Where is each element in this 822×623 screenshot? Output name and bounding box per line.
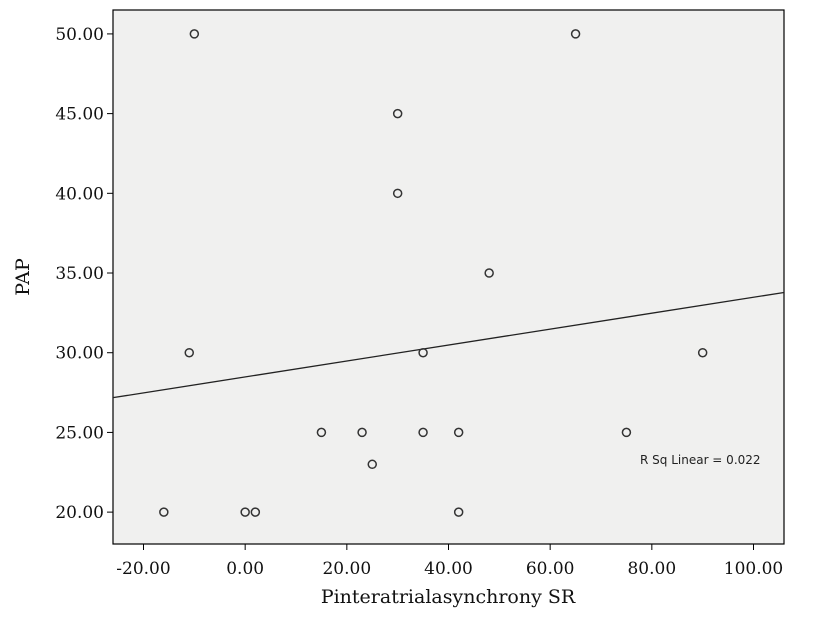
fit-line-layer — [112, 291, 785, 399]
y-tick-label: 30.00 — [55, 344, 104, 364]
r-squared-annotation: R Sq Linear = 0.022 — [640, 453, 761, 467]
data-point — [570, 29, 581, 39]
data-point — [392, 188, 403, 199]
data-points — [159, 29, 708, 517]
y-tick-label: 45.00 — [55, 105, 104, 125]
x-tick-label: 20.00 — [322, 559, 371, 579]
data-point — [453, 427, 464, 438]
data-point — [189, 29, 200, 39]
fit-line — [112, 291, 785, 399]
plot-area — [112, 9, 785, 545]
x-tick-label: 100.00 — [724, 559, 783, 579]
x-tick-label: 0.00 — [226, 559, 264, 579]
x-axis-title: Pinteratrialasynchrony SR — [321, 586, 576, 608]
x-tick-label: 40.00 — [424, 559, 473, 579]
y-tick-label: 50.00 — [55, 25, 104, 45]
data-point — [418, 427, 428, 438]
x-tick-label: -20.00 — [116, 559, 170, 579]
x-tick-label: 60.00 — [526, 559, 575, 579]
data-point — [621, 427, 632, 438]
y-axis-title: PAP — [12, 258, 34, 296]
data-point — [184, 347, 194, 358]
data-point — [392, 108, 403, 119]
y-tick-label: 35.00 — [55, 264, 104, 284]
y-tick-label: 25.00 — [55, 423, 104, 443]
data-point — [159, 507, 169, 517]
y-axis-ticks: 20.00 25.00 30.00 35.00 40.00 45.00 50.00 — [55, 25, 113, 523]
data-point — [484, 268, 494, 278]
data-point — [357, 427, 367, 438]
data-point — [697, 347, 708, 358]
y-tick-label: 20.00 — [55, 503, 104, 523]
x-axis-ticks: -20.00 0.00 20.00 40.00 60.00 80.00 100.00 — [116, 544, 783, 579]
y-tick-label: 40.00 — [55, 184, 104, 204]
data-point — [453, 507, 464, 517]
data-point — [418, 347, 428, 358]
data-point — [316, 427, 327, 438]
data-point — [240, 507, 250, 517]
x-tick-label: 80.00 — [627, 559, 676, 579]
data-point — [367, 459, 377, 470]
data-point — [250, 507, 261, 517]
